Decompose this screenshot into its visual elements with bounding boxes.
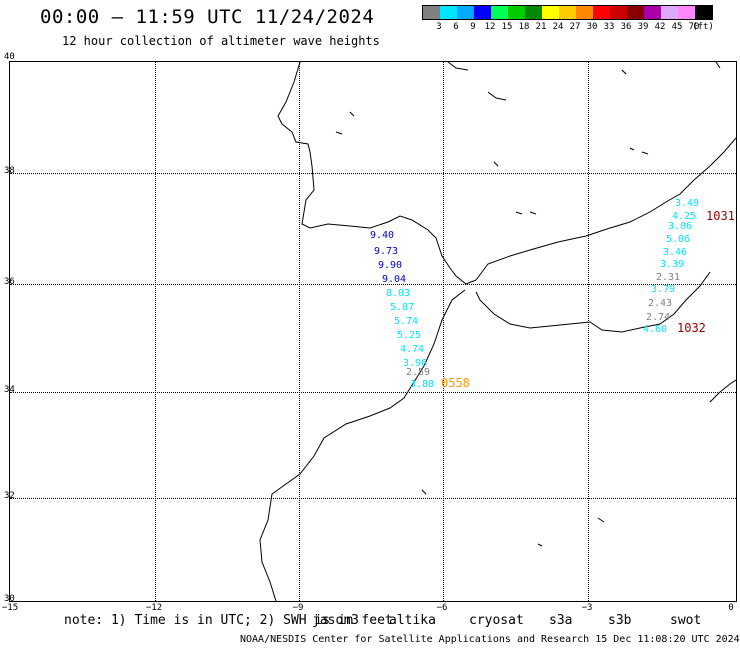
satellite-s3b: s3b xyxy=(608,613,632,628)
legend-label: 30 xyxy=(586,22,598,32)
swh-value: 2.31 xyxy=(655,272,681,283)
swh-value: 8.03 xyxy=(385,288,411,299)
legend-label: (ft) xyxy=(692,22,714,32)
legend-swatch xyxy=(695,6,712,19)
legend-label: 36 xyxy=(620,22,632,32)
swh-value: 2.59 xyxy=(405,367,431,378)
swh-value: 4.25 xyxy=(671,211,697,222)
swh-value: 3.88 xyxy=(409,379,435,390)
swh-value: 5.87 xyxy=(389,302,415,313)
lon-label-0: 0 xyxy=(728,603,734,613)
lat-label-32: 32 xyxy=(4,491,15,501)
time-label-track-east-bottom: 1032 xyxy=(677,321,706,335)
legend-label: 24 xyxy=(552,22,564,32)
time-label-track-west: 0558 xyxy=(441,376,470,390)
lon-label--12: −12 xyxy=(145,603,163,613)
swh-value: 9.04 xyxy=(381,274,407,285)
legend-swatch xyxy=(474,6,491,19)
swh-value: 4.74 xyxy=(399,344,425,355)
swh-value: 4.60 xyxy=(642,324,668,335)
swh-value: 2.74 xyxy=(645,312,671,323)
chart-title: 00:00 – 11:59 UTC 11/24/2024 xyxy=(40,6,375,28)
grid-line-lat-36 xyxy=(10,284,736,285)
legend-label: 6 xyxy=(453,22,459,32)
lon-label--3: −3 xyxy=(581,603,593,613)
credits-footer: NOAA/NESDIS Center for Satellite Applica… xyxy=(240,634,740,645)
satellite-cryosat: cryosat xyxy=(469,613,524,628)
satellite-altika: altika xyxy=(389,613,436,628)
legend-label: 15 xyxy=(501,22,513,32)
swh-value: 3.46 xyxy=(662,247,688,258)
legend-swatch xyxy=(423,6,440,19)
satellite-swot: swot xyxy=(670,613,702,628)
lon-label--9: −9 xyxy=(292,603,304,613)
swh-value: 3.96 xyxy=(402,358,428,369)
legend-swatch xyxy=(678,6,695,19)
swh-value: 9.90 xyxy=(377,260,403,271)
time-label-track-east-top: 1031 xyxy=(706,209,735,223)
swh-value: 3.79 xyxy=(650,284,676,295)
grid-line-lon--9 xyxy=(299,62,300,601)
legend-label: 27 xyxy=(569,22,581,32)
grid-line-lon--3 xyxy=(588,62,589,601)
legend-label: 18 xyxy=(518,22,530,32)
lat-label-36: 36 xyxy=(4,277,15,287)
swh-value: 9.40 xyxy=(369,230,395,241)
legend-swatch xyxy=(440,6,457,19)
grid-line-lat-32 xyxy=(10,498,736,499)
legend-label: 45 xyxy=(671,22,683,32)
lat-label-38: 38 xyxy=(4,166,15,176)
legend-swatch xyxy=(627,6,644,19)
legend-label: 9 xyxy=(470,22,476,32)
grid-line-lon--6 xyxy=(443,62,444,601)
swh-value: 3.39 xyxy=(659,259,685,270)
satellite-s3a: s3a xyxy=(549,613,573,628)
color-legend: 3 6 9 12 15 18 21 24 27 30 33 36 39 42 45 70 (ft) xyxy=(422,5,714,34)
legend-swatch xyxy=(610,6,627,19)
lat-label-30: 30 xyxy=(4,594,15,604)
lat-label-40: 40 xyxy=(4,52,15,62)
grid-line-lat-34 xyxy=(10,392,736,393)
legend-swatch xyxy=(525,6,542,19)
lon-label--6: −6 xyxy=(436,603,448,613)
swh-value: 9.73 xyxy=(373,246,399,257)
legend-label: 39 xyxy=(637,22,649,32)
chart-subtitle: 12 hour collection of altimeter wave hei… xyxy=(62,34,380,48)
legend-swatch xyxy=(576,6,593,19)
legend-swatches xyxy=(422,5,713,20)
legend-swatch xyxy=(491,6,508,19)
legend-label: 3 xyxy=(436,22,442,32)
satellite-jason3: jason3 xyxy=(312,613,359,628)
legend-labels: 3 6 9 12 15 18 21 24 27 30 33 36 39 42 45 70 (ft) xyxy=(422,20,714,34)
legend-swatch xyxy=(508,6,525,19)
legend-label: 70 xyxy=(688,22,700,32)
swh-value: 2.43 xyxy=(647,298,673,309)
legend-swatch xyxy=(593,6,610,19)
legend-swatch xyxy=(542,6,559,19)
swh-value: 5.06 xyxy=(665,234,691,245)
swh-value: 3.49 xyxy=(674,198,700,209)
swh-value: 3.06 xyxy=(667,221,693,232)
swh-value: 5.74 xyxy=(393,316,419,327)
lat-label-34: 34 xyxy=(4,385,15,395)
swh-value: 5.25 xyxy=(396,330,422,341)
grid-line-lon--12 xyxy=(155,62,156,601)
grid-line-lat-38 xyxy=(10,173,736,174)
coastline-map xyxy=(259,62,736,601)
footnote: note: 1) Time is in UTC; 2) SWH is in fe… xyxy=(64,613,393,628)
legend-swatch xyxy=(661,6,678,19)
legend-label: 33 xyxy=(603,22,615,32)
legend-swatch xyxy=(457,6,474,19)
map-area: 9.40 9.73 9.90 9.04 8.03 5.87 5.74 5.25 4.74 3.96… xyxy=(9,61,737,602)
legend-label: 12 xyxy=(484,22,496,32)
legend-label: 42 xyxy=(654,22,666,32)
legend-label: 21 xyxy=(535,22,547,32)
lon-label--15: −15 xyxy=(1,603,19,613)
legend-swatch xyxy=(559,6,576,19)
legend-swatch xyxy=(644,6,661,19)
